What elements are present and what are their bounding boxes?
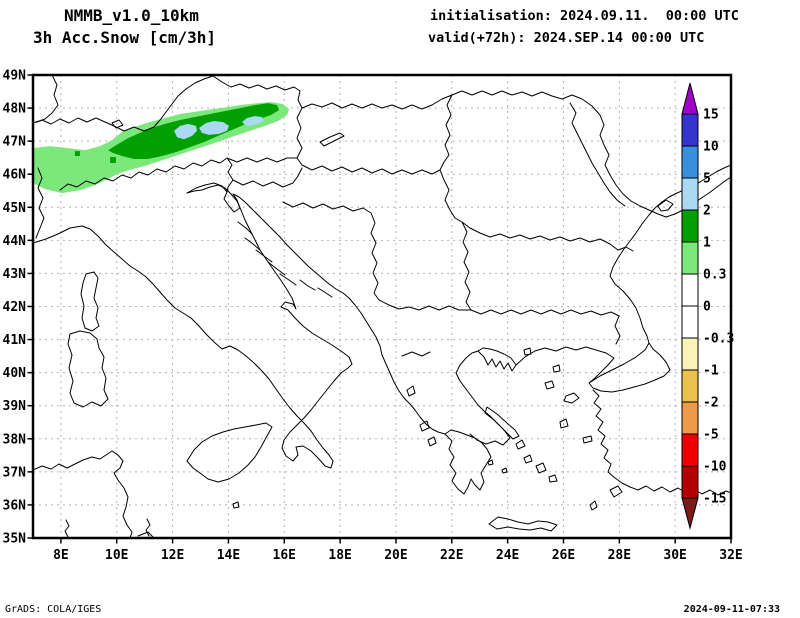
valid-time: valid(+72h): 2024.SEP.14 00:00 UTC (428, 30, 705, 46)
colorbar-segment (681, 113, 699, 147)
y-tick-label: 45N (3, 201, 27, 216)
colorbar-label: 15 (703, 108, 719, 123)
y-tick-label: 40N (3, 366, 27, 381)
y-tick-label: 37N (3, 465, 27, 480)
x-tick-label: 28E (608, 548, 631, 563)
x-tick-label: 10E (105, 548, 128, 563)
y-tick-label: 46N (3, 168, 27, 183)
colorbar-arrow-top (681, 82, 699, 115)
y-tick-label: 49N (3, 69, 27, 84)
island-corsica (80, 271, 100, 332)
coastline-black-sea (609, 164, 731, 344)
colorbar-label: 0.3 (703, 268, 726, 283)
axis-ticks-and-labels: 8E 10E 12E 14E 16E 18E 20E 22E 24E 26E 28E 30E 32E 49… (3, 69, 743, 564)
island-evia (484, 406, 520, 440)
colorbar-segment (681, 465, 699, 499)
x-tick-label: 24E (496, 548, 519, 563)
coastlines-and-borders (33, 75, 731, 538)
snow-shaded-contours (33, 102, 289, 194)
y-tick-label: 42N (3, 300, 27, 315)
island-sicily (186, 422, 273, 509)
x-tick-label: 12E (161, 548, 184, 563)
y-tick-label: 36N (3, 498, 27, 513)
colorbar-label: 0 (703, 300, 711, 315)
croatian-islands (237, 221, 333, 298)
colorbar-label: 2 (703, 204, 711, 219)
borders-central-europe (113, 75, 453, 188)
x-tick-label: 18E (328, 548, 351, 563)
x-tick-label: 16E (273, 548, 296, 563)
variable-title: 3h Acc.Snow [cm/3h] (33, 28, 217, 47)
y-tick-label: 48N (3, 102, 27, 117)
borders-alps (33, 75, 234, 239)
coastline-north-africa (33, 450, 154, 538)
x-tick-label: 14E (217, 548, 240, 563)
island-sardinia (67, 330, 109, 408)
snow-contour-2-5 (174, 123, 197, 140)
colorbar-label: 10 (703, 140, 719, 155)
y-tick-label: 41N (3, 333, 27, 348)
colorbar-label: -10 (703, 460, 727, 475)
y-tick-label: 43N (3, 267, 27, 282)
y-tick-label: 38N (3, 432, 27, 447)
snow-contour-2-5 (242, 116, 264, 126)
coastline-chalkidiki (477, 347, 517, 372)
colorbar-label: -15 (703, 492, 726, 507)
snow-contour-2-5 (199, 121, 229, 135)
coastline-peloponnese (444, 429, 492, 495)
creation-timestamp: 2024-09-11-07:33 (683, 604, 780, 615)
initialisation-time: initialisation: 2024.09.11. 00:00 UTC (430, 8, 739, 24)
colorbar-label: -5 (703, 428, 719, 443)
colorbar-segment (681, 305, 699, 339)
model-title: NMMB_v1.0_10km (64, 6, 199, 25)
x-tick-label: 8E (53, 548, 69, 563)
colorbar-label: -2 (703, 396, 719, 411)
x-tick-label: 20E (384, 548, 407, 563)
colorbar-segment (681, 433, 699, 467)
y-tick-label: 47N (3, 135, 27, 150)
coastline-italy (33, 184, 353, 469)
x-tick-label: 30E (663, 548, 686, 563)
coastline-adriatic-balkans (186, 182, 446, 435)
x-tick-label: 26E (552, 548, 575, 563)
x-tick-label: 22E (440, 548, 463, 563)
colorbar-arrow-bottom (681, 497, 699, 530)
colorbar-segment (681, 241, 699, 275)
colorbar-label: 5 (703, 172, 711, 187)
colorbar-segment (681, 401, 699, 435)
colorbar-label: -1 (703, 364, 719, 379)
coastline-marmara (588, 342, 671, 393)
colorbar-segment (681, 177, 699, 211)
y-tick-label: 35N (3, 532, 27, 547)
aegean-islands (406, 347, 623, 511)
y-tick-label: 44N (3, 234, 27, 249)
colorbar-segment (681, 273, 699, 307)
borders-balkans (282, 169, 634, 357)
colorbar-segment (681, 145, 699, 179)
island-crete (488, 516, 558, 532)
x-tick-label: 32E (719, 548, 742, 563)
colorbar: 15 10 5 2 1 0.3 0 -0.3 -1 -2 -5 -10 -15 (681, 82, 734, 530)
colorbar-segment (681, 337, 699, 371)
y-tick-label: 39N (3, 399, 27, 414)
borders-africa (64, 518, 151, 538)
colorbar-segment (681, 209, 699, 243)
graticule (33, 75, 731, 538)
snow-contour-1-2 (110, 157, 116, 163)
colorbar-segment (681, 369, 699, 403)
coastline-attica (455, 350, 511, 446)
colorbar-label: -0.3 (703, 332, 734, 347)
grads-credit: GrADS: COLA/IGES (5, 604, 102, 615)
snow-contour-1-2 (74, 151, 80, 156)
colorbar-label: 1 (703, 236, 711, 251)
coastline-north-aegean (515, 346, 615, 384)
